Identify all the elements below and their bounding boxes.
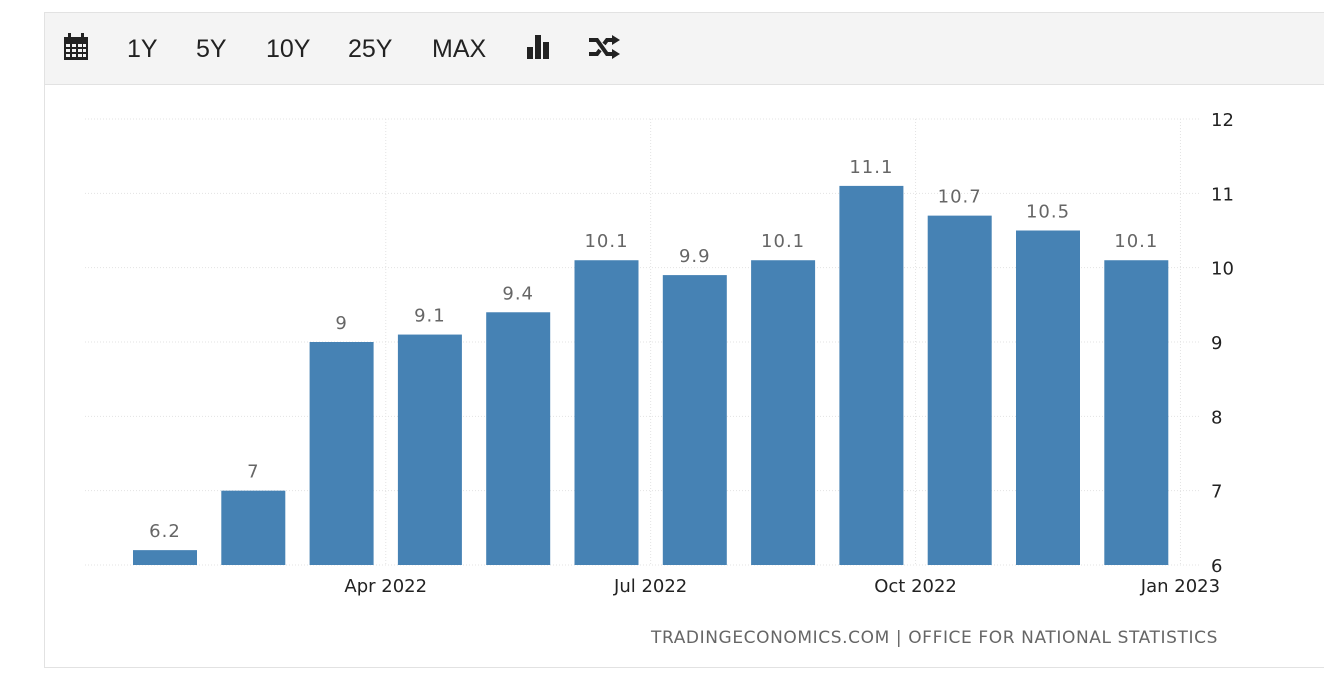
bar-value-label: 7 xyxy=(247,462,259,483)
bar-value-label: 10.1 xyxy=(761,231,805,252)
bar-value-label: 11.1 xyxy=(849,157,893,178)
bar-value-label: 10.1 xyxy=(584,231,628,252)
range-5y-button[interactable]: 5Y xyxy=(196,35,227,63)
bar-chart-icon[interactable] xyxy=(526,35,552,64)
chart-toolbar: 1Y 5Y 10Y 25Y MAX xyxy=(45,13,1324,85)
bar xyxy=(1016,230,1080,565)
bar xyxy=(1104,260,1169,565)
shuffle-icon[interactable] xyxy=(587,35,621,64)
y-tick-label: 10 xyxy=(1211,259,1234,280)
chart-widget: 1Y 5Y 10Y 25Y MAX 6 7 8 9 10 11 12 Apr 2022 Jul … xyxy=(44,12,1324,668)
x-tick-label: Apr 2022 xyxy=(344,576,427,597)
range-10y-button[interactable]: 10Y xyxy=(266,35,311,63)
bar-value-label: 10.1 xyxy=(1114,231,1158,252)
bar-value-label: 6.2 xyxy=(149,521,181,542)
y-tick-label: 9 xyxy=(1211,333,1222,354)
y-tick-label: 12 xyxy=(1211,110,1234,131)
bar xyxy=(839,185,904,565)
bar-value-label: 9.1 xyxy=(414,306,446,327)
bar xyxy=(662,275,727,565)
y-tick-label: 8 xyxy=(1211,407,1222,428)
range-25y-button[interactable]: 25Y xyxy=(348,35,393,63)
y-tick-label: 6 xyxy=(1211,556,1222,577)
x-tick-label: Oct 2022 xyxy=(874,576,957,597)
y-tick-label: 7 xyxy=(1211,482,1222,503)
bar-value-label: 10.5 xyxy=(1026,202,1070,223)
x-tick-label: Jan 2023 xyxy=(1140,576,1220,597)
bar xyxy=(221,490,286,565)
bar xyxy=(574,260,639,565)
bar xyxy=(133,550,197,565)
bar-chart: 6 7 8 9 10 11 12 Apr 2022 Jul 2022 Oct 2022 Jan 20… xyxy=(45,85,1324,669)
bar xyxy=(751,260,816,565)
bar xyxy=(309,342,374,565)
bar xyxy=(927,215,992,565)
range-max-button[interactable]: MAX xyxy=(432,35,487,63)
bar-value-label: 9 xyxy=(335,313,347,334)
bar-value-label: 9.9 xyxy=(679,246,711,267)
y-tick-label: 11 xyxy=(1211,184,1234,205)
source-credit: TRADINGECONOMICS.COM | OFFICE FOR NATION… xyxy=(650,628,1218,648)
x-tick-label: Jul 2022 xyxy=(613,576,687,597)
bar-value-label: 9.4 xyxy=(502,283,534,304)
bar xyxy=(486,312,551,565)
range-1y-button[interactable]: 1Y xyxy=(127,35,158,63)
bar-value-label: 10.7 xyxy=(938,187,982,208)
calendar-icon[interactable] xyxy=(63,33,89,66)
bar xyxy=(397,334,462,565)
chart-canvas: 6 7 8 9 10 11 12 Apr 2022 Jul 2022 Oct 2022 Jan 20… xyxy=(85,110,1234,648)
